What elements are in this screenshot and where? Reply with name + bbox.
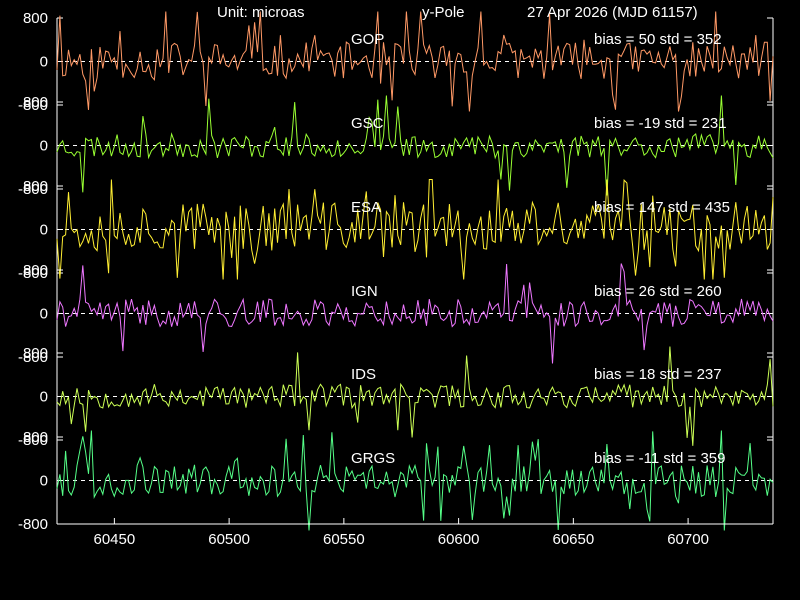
series-line — [56, 95, 774, 196]
y-tick-label: 0 — [40, 306, 48, 323]
series-line — [56, 430, 774, 531]
y-tick-label: 800 — [23, 94, 48, 111]
y-tick-label: -800 — [18, 97, 48, 114]
y-tick-label: 800 — [23, 178, 48, 195]
x-axis: 60450 60500 60550 60600 60650 60700 — [57, 518, 773, 548]
panel-stats: bias = -19 std = 231 — [594, 115, 727, 132]
panel-ids: 800 0 -800 IDS bias = 18 std = 237 — [18, 345, 774, 449]
y-tick-label: 800 — [23, 10, 48, 27]
y-tick-label: -800 — [18, 432, 48, 449]
panel-stats: bias = 26 std = 260 — [594, 283, 722, 300]
y-tick-label: 0 — [40, 54, 48, 71]
chart-panels: 800 0 -800 GOP bias = 50 std = 352 800 0 -800 GS… — [18, 10, 774, 533]
x-tick-label: 60450 — [94, 531, 136, 548]
panel-gop: 800 0 -800 GOP bias = 50 std = 352 — [18, 10, 774, 114]
x-tick-label: 60500 — [208, 531, 250, 548]
panel-stats: bias = 50 std = 352 — [594, 31, 722, 48]
panel-ign: 800 0 -800 IGN bias = 26 std = 260 — [18, 262, 774, 366]
parameter-label: y-Pole — [422, 4, 465, 21]
x-tick-label: 60550 — [323, 531, 365, 548]
y-tick-label: 0 — [40, 389, 48, 406]
y-tick-label: 0 — [40, 473, 48, 490]
panel-label: IDS — [351, 366, 376, 383]
series-line — [56, 11, 774, 112]
series-line — [56, 179, 774, 280]
panel-label: GOP — [351, 31, 384, 48]
panel-stats: bias = 18 std = 237 — [594, 366, 722, 383]
panel-esa: 800 0 -800 ESA bias = 147 std = 435 — [18, 178, 774, 282]
panel-label: GRGS — [351, 450, 395, 467]
y-tick-label: 0 — [40, 138, 48, 155]
panel-label: ESA — [351, 199, 381, 216]
y-tick-label: 800 — [23, 262, 48, 279]
x-tick-label: 60700 — [667, 531, 709, 548]
panel-stats: bias = 147 std = 435 — [594, 199, 730, 216]
y-tick-label: -800 — [18, 516, 48, 533]
date-label: 27 Apr 2026 (MJD 61157) — [527, 4, 698, 21]
y-tick-label: 0 — [40, 222, 48, 239]
y-tick-label: -800 — [18, 265, 48, 282]
y-tick-label: -800 — [18, 349, 48, 366]
panel-stats: bias = -11 std = 359 — [594, 450, 725, 467]
y-tick-label: 800 — [23, 429, 48, 446]
series-line — [56, 263, 774, 364]
series-line — [56, 346, 774, 446]
x-tick-label: 60600 — [438, 531, 480, 548]
x-tick-label: 60650 — [552, 531, 594, 548]
y-tick-label: 800 — [23, 345, 48, 362]
y-tick-label: -800 — [18, 181, 48, 198]
panel-label: GSC — [351, 115, 384, 132]
panel-grgs: 800 0 -800 GRGS bias = -11 std = 359 — [18, 429, 774, 533]
panel-gsc: 800 0 -800 GSC bias = -19 std = 231 — [18, 94, 774, 198]
panel-label: IGN — [351, 283, 378, 300]
